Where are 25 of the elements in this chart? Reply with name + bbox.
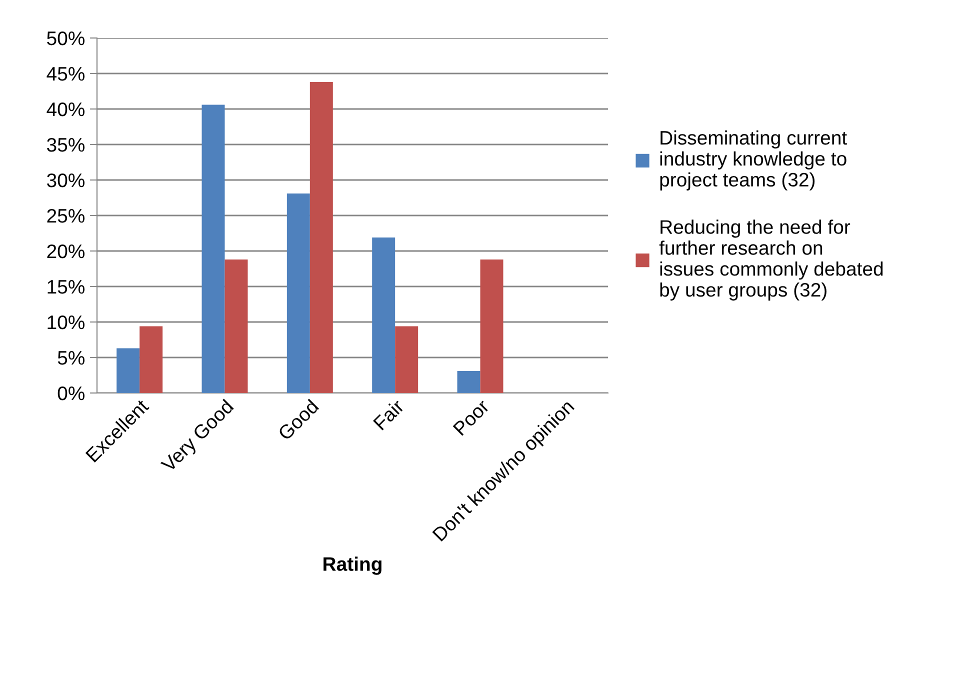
y-tick-label: 5% — [58, 351, 85, 365]
y-tick-label: 35% — [47, 138, 85, 152]
bar — [395, 326, 418, 393]
x-tick-label: Fair — [372, 398, 405, 431]
bar — [480, 260, 504, 393]
y-tick-label: 45% — [46, 67, 85, 81]
bar — [116, 348, 140, 393]
y-tick-label: 25% — [47, 208, 85, 223]
bar — [310, 82, 333, 393]
y-tick-label: 50% — [47, 31, 85, 46]
bar — [286, 193, 310, 393]
bar — [140, 326, 163, 393]
bar — [457, 370, 480, 393]
y-tick-label: 30% — [47, 173, 85, 188]
y-tick-label: 40% — [46, 102, 85, 116]
y-tick-label: 10% — [48, 315, 85, 330]
y-tick-label: 0% — [58, 386, 85, 400]
x-axis-title: Rating — [324, 556, 382, 575]
legend-label: Disseminating current industry knowledge to project teams (32) — [660, 130, 847, 190]
y-tick-label: 20% — [47, 244, 85, 258]
y-tick-label: 15% — [48, 280, 85, 294]
bar — [372, 238, 396, 393]
bar — [224, 260, 248, 393]
legend-label: Reducing the need for further research on issues commonly debated by user groups (32) — [659, 220, 883, 301]
bar — [202, 104, 225, 393]
